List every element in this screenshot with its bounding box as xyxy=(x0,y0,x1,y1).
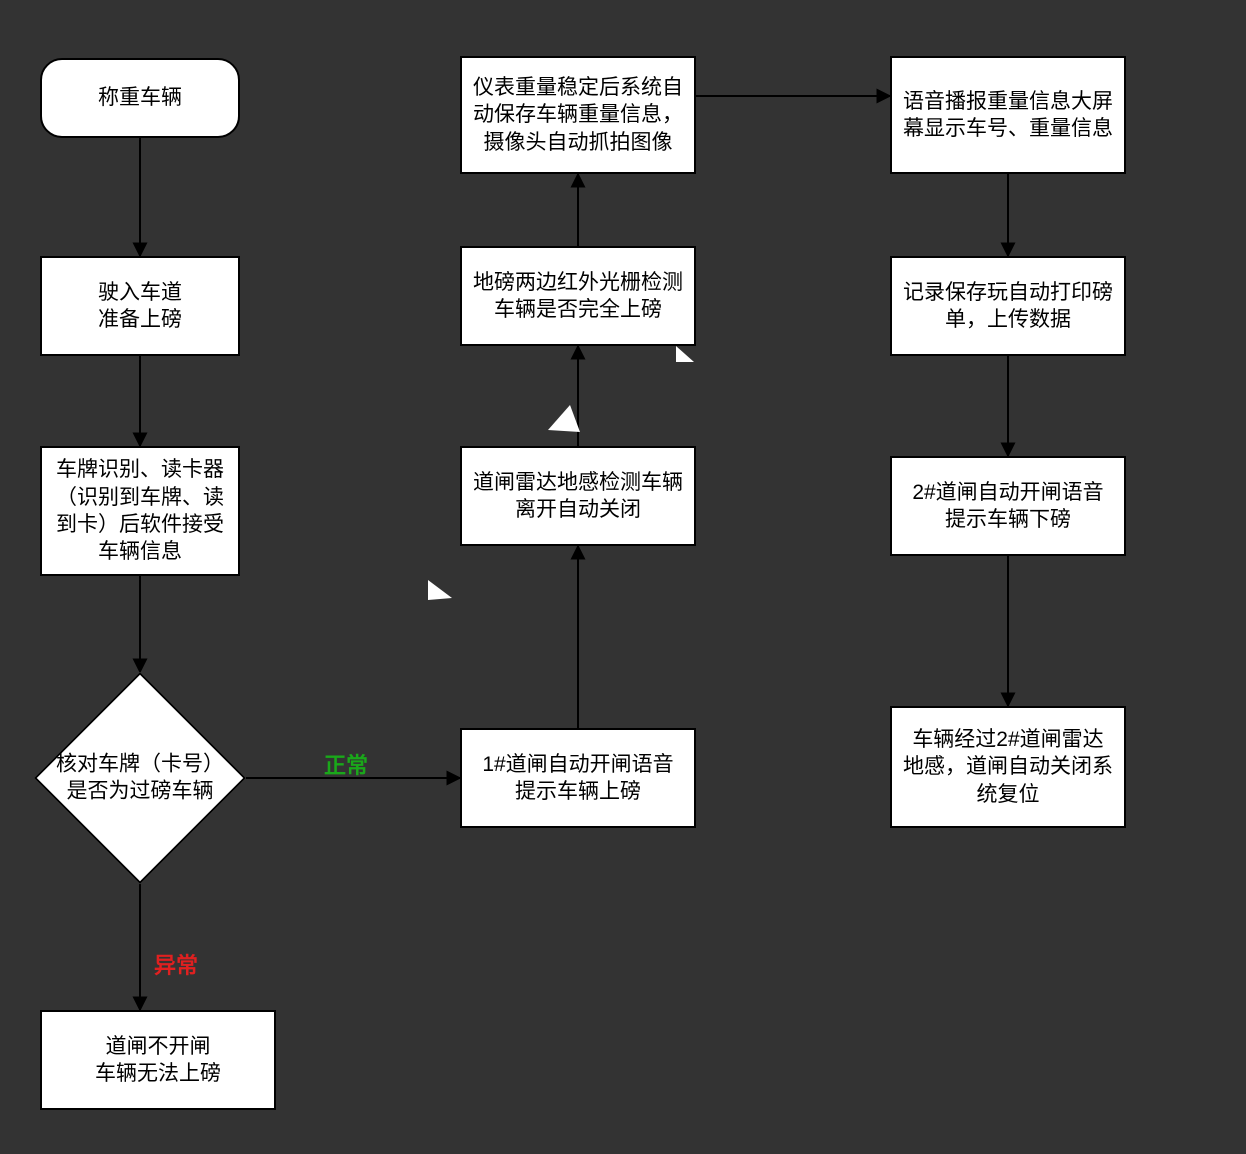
node-label: 核对车牌（卡号）是否为过磅车辆 xyxy=(56,753,224,803)
node-label: 语音播报重量信息大屏幕显示车号、重量信息 xyxy=(902,88,1114,143)
node-label: 仪表重量稳定后系统自动保存车辆重量信息，摄像头自动抓拍图像 xyxy=(472,74,684,156)
node-label: 2#道闸自动开闸语音提示车辆下磅 xyxy=(902,479,1114,534)
edge-label-abnormal: 异常 xyxy=(154,948,198,980)
node-gate-no-open: 道闸不开闸车辆无法上磅 xyxy=(40,1010,276,1110)
node-plate-recognition: 车牌识别、读卡器（识别到车牌、读到卡）后软件接受车辆信息 xyxy=(40,446,240,576)
node-ir-grating: 地磅两边红外光栅检测车辆是否完全上磅 xyxy=(460,246,696,346)
node-label: 道闸不开闸车辆无法上磅 xyxy=(95,1033,221,1088)
node-label: 称重车辆 xyxy=(98,84,182,111)
edge-label-normal: 正常 xyxy=(324,748,368,780)
flowchart-canvas: 称重车辆 驶入车道准备上磅 车牌识别、读卡器（识别到车牌、读到卡）后软件接受车辆… xyxy=(0,0,1246,1154)
node-gate1-open: 1#道闸自动开闸语音提示车辆上磅 xyxy=(460,728,696,828)
node-label: 地磅两边红外光栅检测车辆是否完全上磅 xyxy=(472,269,684,324)
node-label: 记录保存玩自动打印磅单，上传数据 xyxy=(902,279,1114,334)
node-start: 称重车辆 xyxy=(40,58,240,138)
node-voice-broadcast: 语音播报重量信息大屏幕显示车号、重量信息 xyxy=(890,56,1126,174)
node-radar-detect: 道闸雷达地感检测车辆离开自动关闭 xyxy=(460,446,696,546)
node-label: 车辆经过2#道闸雷达地感，道闸自动关闭系统复位 xyxy=(902,726,1114,808)
node-gate2-open: 2#道闸自动开闸语音提示车辆下磅 xyxy=(890,456,1126,556)
node-decision-verify: 核对车牌（卡号）是否为过磅车辆 xyxy=(34,672,246,884)
node-label: 车牌识别、读卡器（识别到车牌、读到卡）后软件接受车辆信息 xyxy=(52,456,228,565)
node-gate2-close: 车辆经过2#道闸雷达地感，道闸自动关闭系统复位 xyxy=(890,706,1126,828)
node-label: 驶入车道准备上磅 xyxy=(98,279,182,334)
node-weight-stable: 仪表重量稳定后系统自动保存车辆重量信息，摄像头自动抓拍图像 xyxy=(460,56,696,174)
node-print-ticket: 记录保存玩自动打印磅单，上传数据 xyxy=(890,256,1126,356)
node-label: 道闸雷达地感检测车辆离开自动关闭 xyxy=(472,469,684,524)
node-enter-lane: 驶入车道准备上磅 xyxy=(40,256,240,356)
node-label: 1#道闸自动开闸语音提示车辆上磅 xyxy=(472,751,684,806)
